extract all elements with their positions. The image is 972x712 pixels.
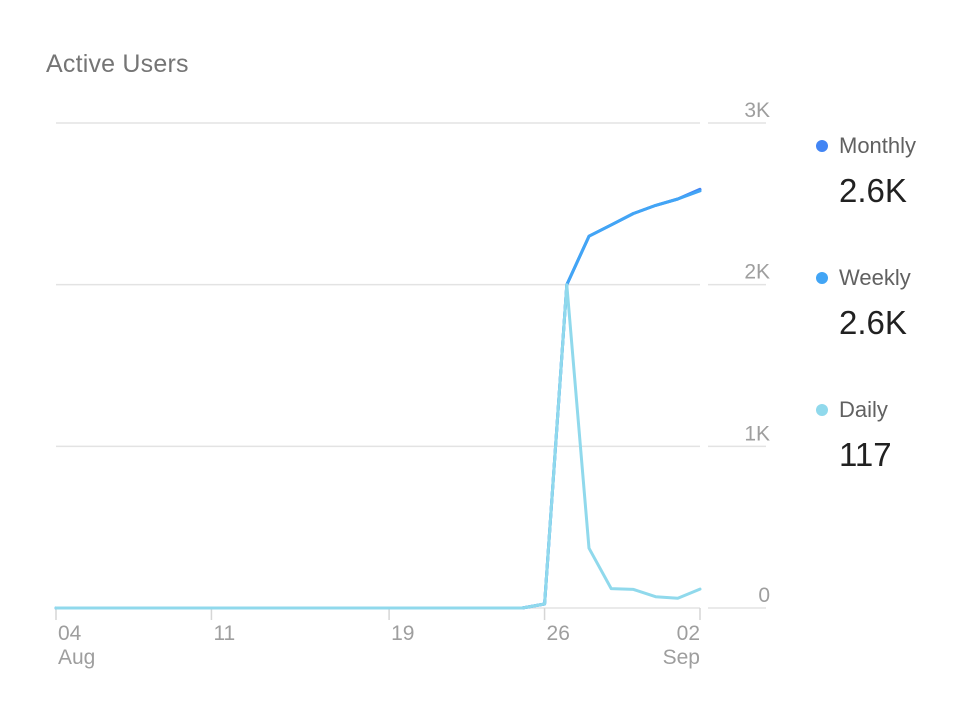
legend: Monthly 2.6K Weekly 2.6K Daily 117 — [816, 128, 966, 524]
gridlines — [56, 122, 766, 609]
y-tick-label: 1K — [744, 422, 770, 445]
chart-title: Active Users — [46, 50, 189, 78]
series-line-monthly — [54, 187, 702, 610]
legend-item-daily[interactable]: Daily 117 — [816, 392, 966, 524]
y-tick-label: 0 — [758, 584, 770, 607]
x-tick-label: 02 — [677, 622, 700, 645]
legend-label: Monthly — [839, 133, 917, 158]
series-line-weekly — [54, 189, 702, 610]
x-tick-sublabel: Sep — [663, 646, 700, 669]
legend-dot-icon — [816, 404, 828, 416]
series-lines — [54, 187, 702, 610]
x-tick-label: 11 — [213, 622, 235, 645]
legend-item-weekly[interactable]: Weekly 2.6K — [816, 260, 966, 392]
x-tick-sublabel: Aug — [58, 646, 95, 669]
x-tick-label: 26 — [547, 622, 570, 645]
y-tick-label: 3K — [744, 99, 770, 122]
series-line-daily — [54, 283, 702, 610]
y-axis-ticks: 0 1K 2K 3K — [744, 99, 770, 607]
legend-dot-icon — [816, 140, 828, 152]
legend-label: Daily — [839, 397, 888, 422]
x-tick-label: 04 — [58, 622, 82, 645]
legend-value: 2.6K — [839, 172, 907, 209]
legend-dot-icon — [816, 272, 828, 284]
legend-value: 117 — [839, 436, 892, 473]
legend-label: Weekly — [839, 265, 911, 290]
x-tick-label: 19 — [391, 622, 414, 645]
legend-value: 2.6K — [839, 304, 907, 341]
legend-item-monthly[interactable]: Monthly 2.6K — [816, 128, 966, 260]
y-tick-label: 2K — [744, 261, 770, 284]
